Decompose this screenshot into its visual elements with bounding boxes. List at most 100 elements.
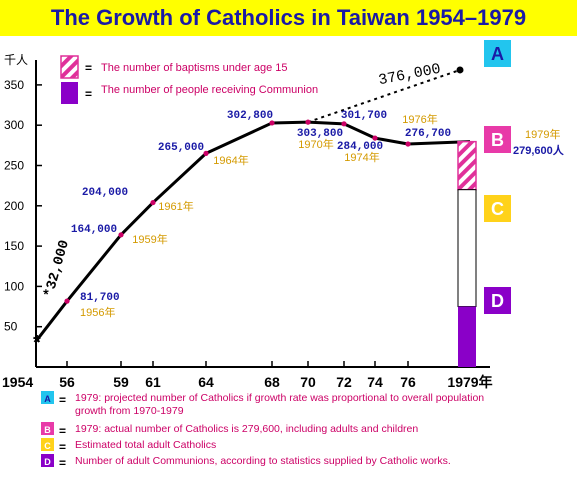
x-tick-label: 1979年 <box>447 374 492 390</box>
projection-point <box>456 66 464 74</box>
year-label: 1956年 <box>80 305 115 319</box>
series <box>34 66 477 367</box>
note-d: D = Number of adult Communions, according … <box>41 454 451 470</box>
x-tick-label: 61 <box>145 374 161 390</box>
legend-equals: = <box>85 87 92 101</box>
note-letter: D <box>44 457 51 467</box>
data-point <box>203 150 209 157</box>
value-label: 302,800 <box>227 110 273 122</box>
data-point <box>372 135 378 141</box>
y-tick-label: 300 <box>4 118 24 132</box>
x-tick-label: 64 <box>198 374 214 390</box>
bar-communion <box>458 306 476 367</box>
side-box-fill <box>484 40 511 67</box>
y-tick-label: 50 <box>4 320 18 334</box>
data-point <box>305 119 311 125</box>
year-label: 1964年 <box>213 153 248 167</box>
note-letter: A <box>44 394 51 404</box>
year-label: 1961年 <box>158 199 193 213</box>
note-equals: = <box>59 440 66 454</box>
legend-swatch-baptisms <box>60 55 79 79</box>
note-b: B = 1979: actual number of Catholics is 27… <box>41 422 418 438</box>
note-a: A = 1979: projected number of Catholics if… <box>41 391 484 417</box>
side-box-b: B <box>484 126 511 153</box>
value-label: 204,000 <box>82 187 128 199</box>
note-equals: = <box>59 456 66 470</box>
side-box-letter: A <box>491 44 504 64</box>
y-tick-label: 100 <box>4 279 24 293</box>
projection-line <box>307 68 461 124</box>
y-tick-label: 350 <box>4 78 24 92</box>
side-box-letter: D <box>491 291 504 311</box>
legend: = The number of baptisms under age 15 = The… <box>60 55 318 104</box>
value-label: 284,000 <box>337 141 383 153</box>
value-label: *32,000 <box>41 238 73 299</box>
projection-label: 376,000 <box>377 61 442 90</box>
side-box-d: D <box>484 287 511 314</box>
note-equals: = <box>59 393 66 407</box>
note-letter: C <box>44 441 51 451</box>
side-box-letter: C <box>491 199 504 219</box>
side-boxes: A B C D <box>484 40 511 314</box>
y-tick-label: 200 <box>4 199 24 213</box>
note-letter-box <box>41 391 54 404</box>
year-label: 1974年 <box>344 150 379 164</box>
x-tick-label: 76 <box>400 374 416 390</box>
note-text: Estimated total adult Catholics <box>75 439 216 451</box>
side-box-fill <box>484 287 511 314</box>
note-letter-box <box>41 422 54 435</box>
year-label: 1970年 <box>298 137 333 151</box>
data-point <box>118 232 124 238</box>
note-letter-box <box>41 454 54 467</box>
legend-label-baptisms: The number of baptisms under age 15 <box>101 62 288 74</box>
x-tick-label: 74 <box>367 374 383 390</box>
legend-label-communion: The number of people receiving Communion <box>101 84 318 96</box>
note-text: 1979: actual number of Catholics is 279,… <box>75 423 418 435</box>
title-banner: The Growth of Catholics in Taiwan 1954–1… <box>0 0 577 36</box>
bar-adult-catholics <box>457 189 477 308</box>
y-unit-label: 千人 <box>4 53 28 67</box>
value-label: 303,800 <box>297 128 343 140</box>
value-label: 164,000 <box>71 224 117 236</box>
x-tick-label: 72 <box>336 374 352 390</box>
legend-swatch-communion <box>61 82 78 104</box>
note-text: Number of adult Communions, according to… <box>75 455 451 467</box>
year-label: 1976年 <box>402 112 437 126</box>
side-box-c: C <box>484 195 511 222</box>
side-box-letter: B <box>491 130 504 150</box>
axes: 千人 50 100 150 200 250 300 350 1954 56 59 61 64 68 70 72… <box>2 53 493 390</box>
data-point <box>269 120 275 126</box>
value-label: 301,700 <box>341 110 387 122</box>
note-text: growth from 1970-1979 <box>75 405 184 417</box>
side-box-fill <box>484 126 511 153</box>
chart-title: The Growth of Catholics in Taiwan 1954–1… <box>50 5 527 30</box>
x-tick-label: 1954 <box>2 374 33 390</box>
note-letter: B <box>44 425 51 435</box>
side-box-fill <box>484 195 511 222</box>
bar-baptisms-under-15 <box>457 140 477 191</box>
data-point <box>64 298 70 304</box>
x-tick-label: 68 <box>264 374 280 390</box>
x-tick-label: 56 <box>59 374 75 390</box>
side-box-a: A <box>484 40 511 67</box>
value-label: 265,000 <box>158 142 204 154</box>
year-label: 1979年 <box>525 127 560 141</box>
year-label: 1959年 <box>132 232 167 246</box>
value-label: 81,700 <box>80 292 120 304</box>
y-tick-label: 150 <box>4 239 24 253</box>
value-label: 279,600人 <box>513 143 565 157</box>
x-tick-label: 59 <box>113 374 129 390</box>
start-star: * <box>33 332 41 354</box>
value-label: 276,700 <box>405 128 451 140</box>
note-c: C = Estimated total adult Catholics <box>41 438 216 454</box>
note-equals: = <box>59 424 66 438</box>
legend-equals: = <box>85 61 92 75</box>
note-text: 1979: projected number of Catholics if g… <box>75 392 484 404</box>
x-tick-label: 70 <box>300 374 316 390</box>
y-tick-label: 250 <box>4 159 24 173</box>
notes: A = 1979: projected number of Catholics if… <box>41 391 484 470</box>
data-point <box>341 121 347 127</box>
data-point <box>405 141 411 147</box>
